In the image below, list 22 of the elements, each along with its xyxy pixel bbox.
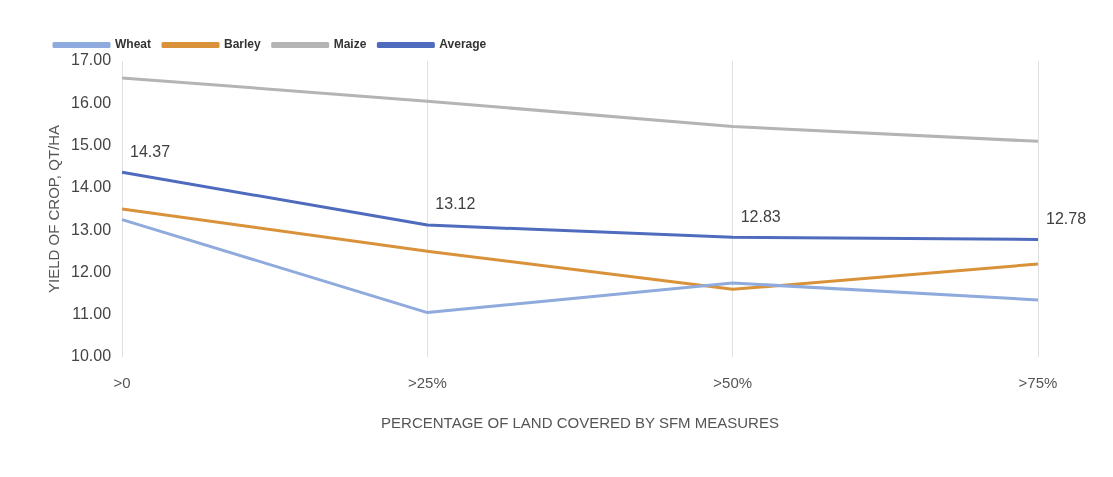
y-tick-label: 16.00 <box>70 93 112 111</box>
x-tick-label: >25% <box>407 374 447 392</box>
data-label: 13.12 <box>435 195 476 213</box>
y-axis-title: YIELD OF CROP, QT/HA <box>45 124 63 294</box>
x-tick-label: >0 <box>113 374 131 392</box>
legend-label: Barley <box>224 37 262 52</box>
data-label: 12.83 <box>740 207 781 225</box>
data-label: 14.37 <box>130 142 171 160</box>
data-label: 12.78 <box>1046 209 1087 227</box>
x-tick-label: >50% <box>713 374 753 392</box>
y-tick-label: 15.00 <box>70 135 112 153</box>
legend-label: Average <box>439 37 487 52</box>
y-tick-label: 10.00 <box>70 347 112 365</box>
y-tick-label: 11.00 <box>72 305 112 323</box>
y-tick-label: 17.00 <box>70 51 112 69</box>
y-tick-label: 12.00 <box>70 262 112 280</box>
y-tick-label: 13.00 <box>70 220 112 238</box>
x-tick-label: >75% <box>1018 374 1058 392</box>
legend-label: Wheat <box>115 37 151 52</box>
legend-label: Maize <box>333 37 367 52</box>
x-axis-title: PERCENTAGE OF LAND COVERED BY SFM MEASURES <box>381 414 779 432</box>
y-tick-label: 14.00 <box>70 178 112 196</box>
